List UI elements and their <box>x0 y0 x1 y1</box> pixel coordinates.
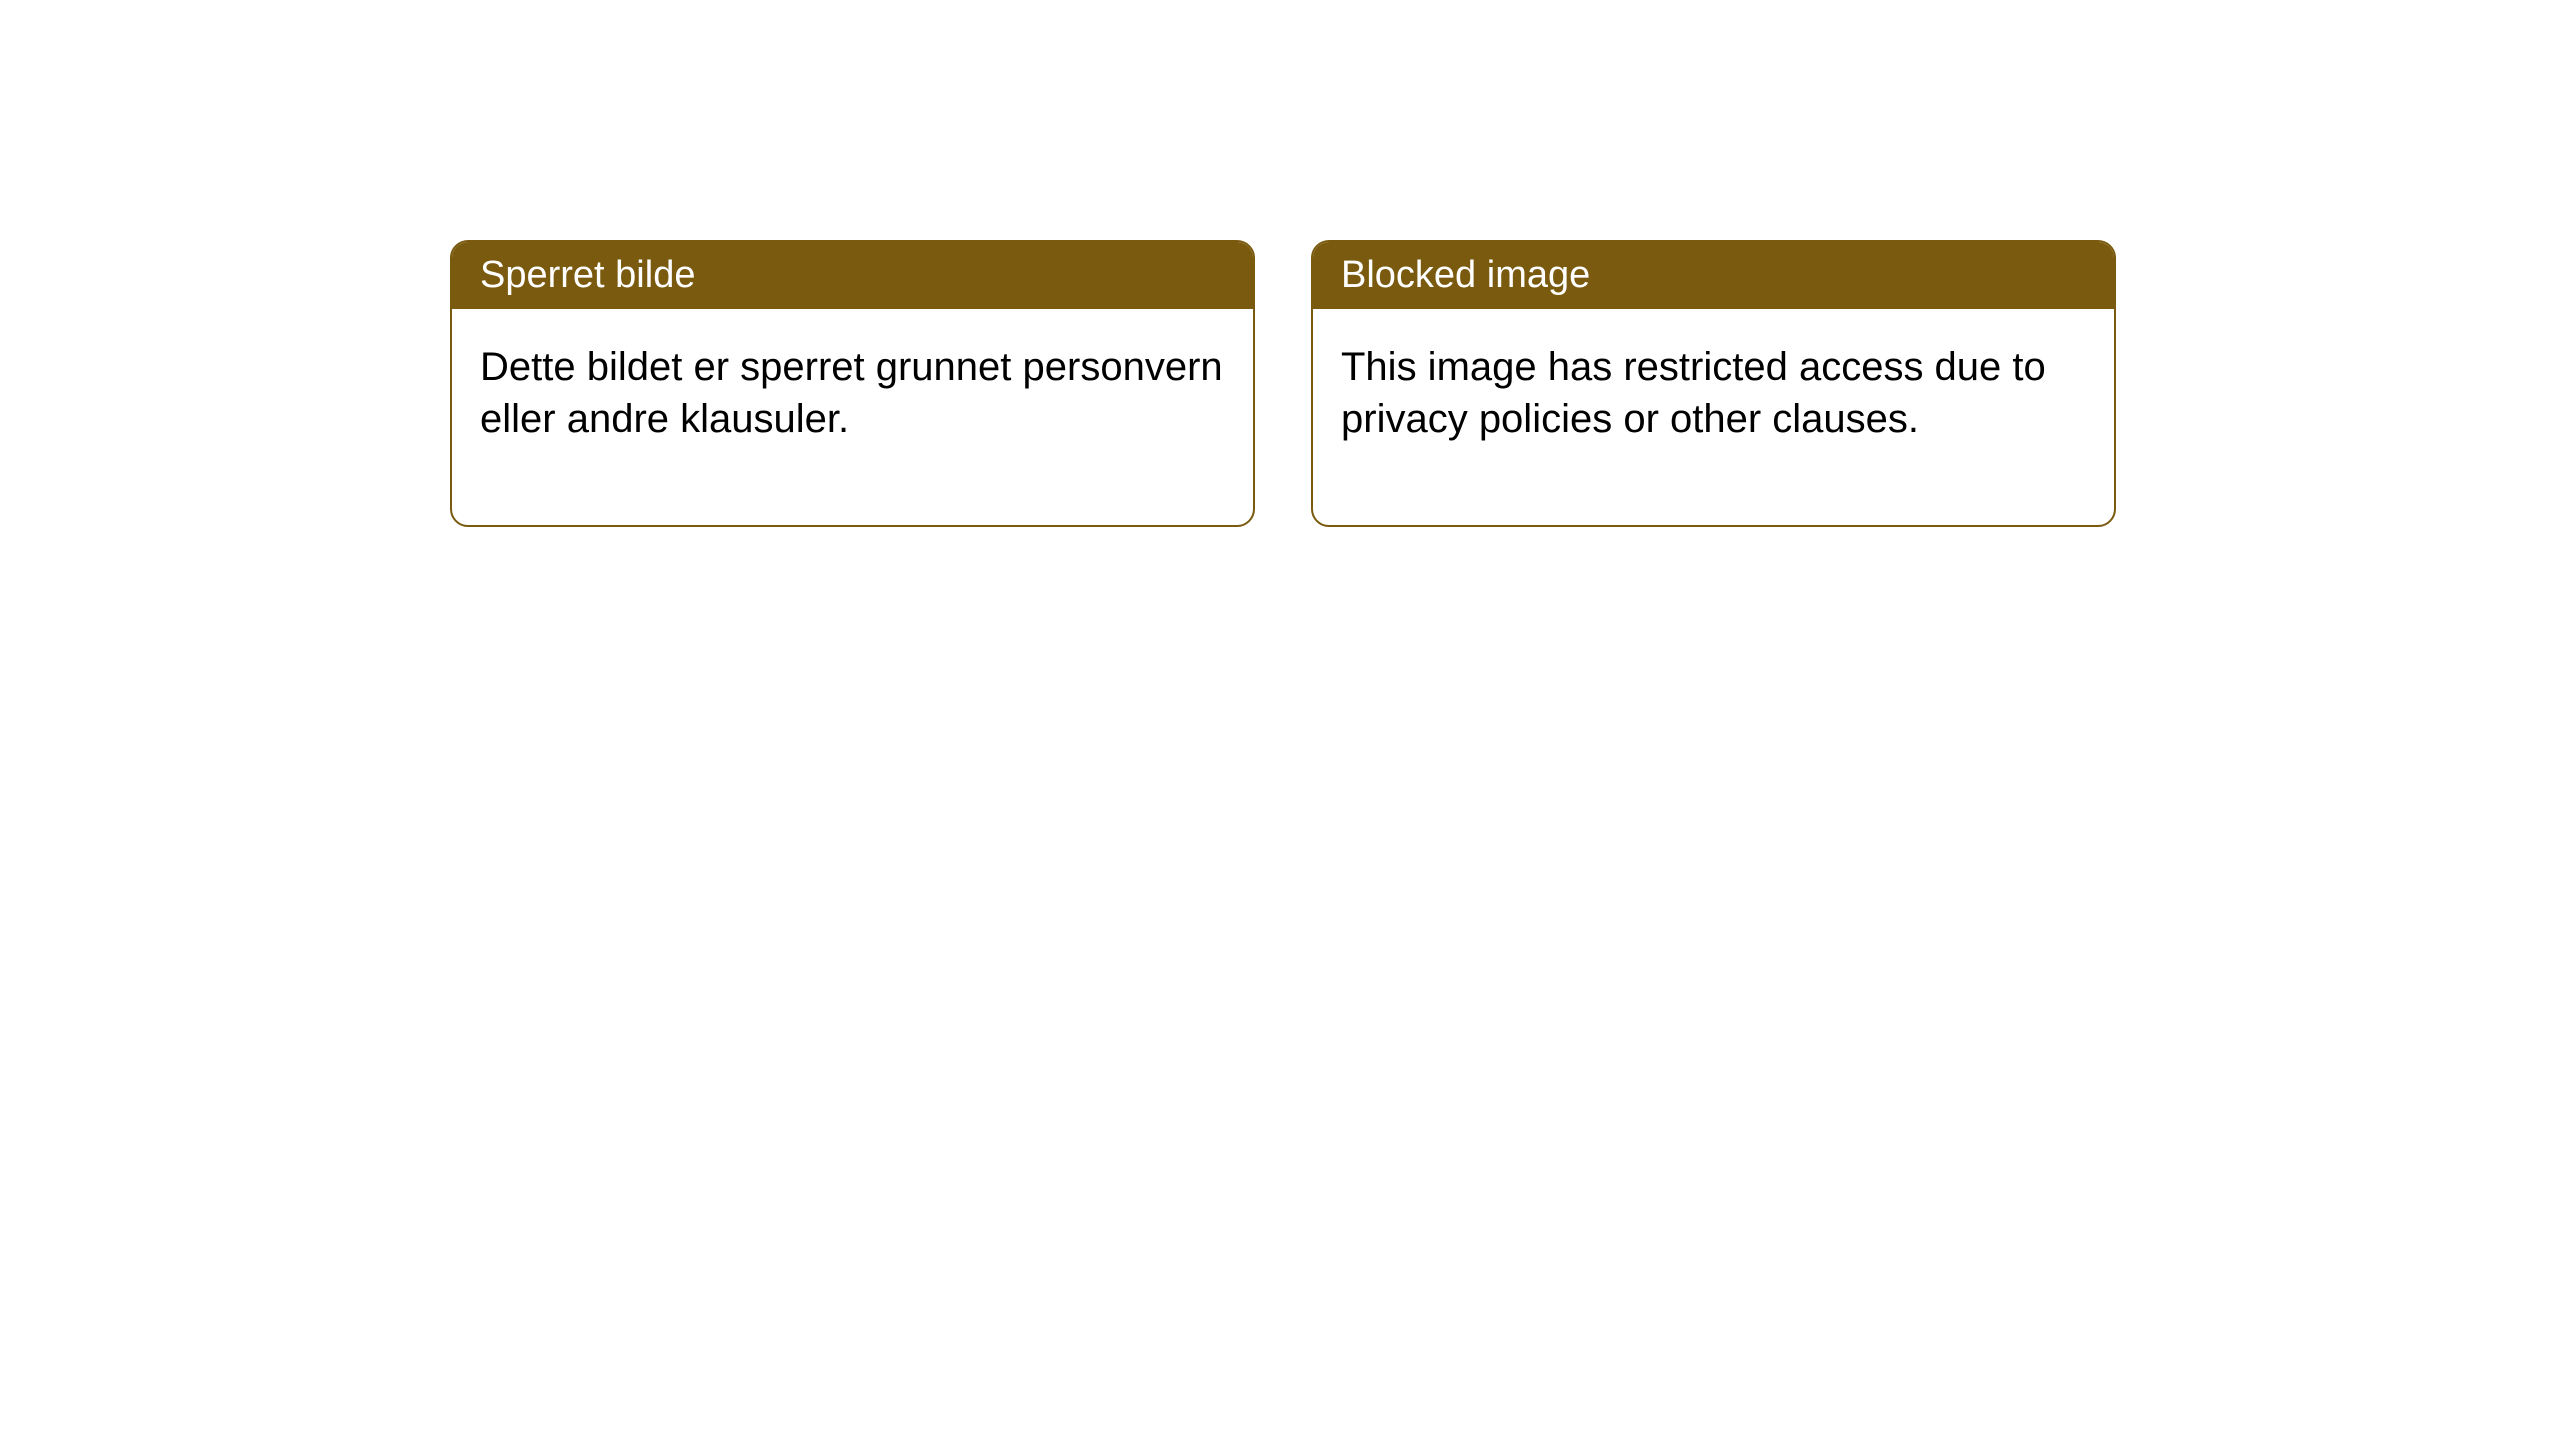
blocked-image-notice-container: Sperret bilde Dette bildet er sperret gr… <box>450 240 2116 527</box>
card-message-en: This image has restricted access due to … <box>1341 345 2046 441</box>
card-header-no: Sperret bilde <box>452 242 1253 309</box>
card-title-no: Sperret bilde <box>480 254 695 296</box>
card-body-en: This image has restricted access due to … <box>1313 309 2114 525</box>
card-body-no: Dette bildet er sperret grunnet personve… <box>452 309 1253 525</box>
blocked-image-card-en: Blocked image This image has restricted … <box>1311 240 2116 527</box>
card-header-en: Blocked image <box>1313 242 2114 309</box>
card-message-no: Dette bildet er sperret grunnet personve… <box>480 345 1223 441</box>
blocked-image-card-no: Sperret bilde Dette bildet er sperret gr… <box>450 240 1255 527</box>
card-title-en: Blocked image <box>1341 254 1590 296</box>
